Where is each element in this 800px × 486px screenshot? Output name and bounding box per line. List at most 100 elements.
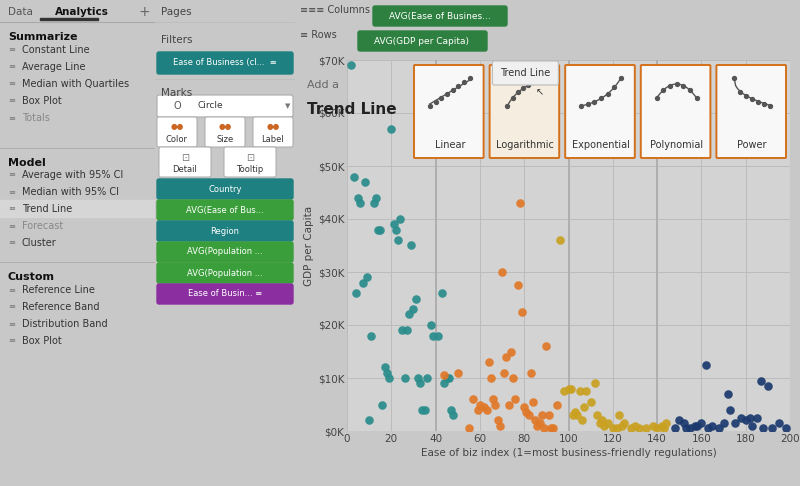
Point: [385, 125, 398, 133]
Point: [679, 424, 692, 432]
Text: Polynomial: Polynomial: [650, 140, 703, 150]
Text: Reference Line: Reference Line: [22, 285, 95, 295]
Point: [502, 400, 515, 408]
Text: Trend Line: Trend Line: [307, 102, 397, 117]
Point: [580, 387, 593, 395]
Point: [624, 424, 637, 432]
Text: ⊡: ⊡: [181, 153, 189, 163]
Point: [445, 406, 458, 414]
Point: [734, 88, 746, 96]
Text: ≡: ≡: [8, 285, 15, 295]
Point: [390, 226, 402, 233]
FancyBboxPatch shape: [157, 263, 293, 283]
Point: [578, 403, 590, 411]
Point: [728, 74, 741, 82]
Point: [520, 409, 533, 417]
Text: Filters: Filters: [161, 35, 193, 45]
Text: ↖: ↖: [535, 87, 543, 97]
Point: [345, 61, 358, 69]
Point: [382, 374, 395, 382]
FancyBboxPatch shape: [565, 65, 635, 158]
Text: Circle: Circle: [197, 102, 222, 110]
Text: Detail: Detail: [173, 164, 198, 174]
Point: [758, 100, 770, 108]
Point: [584, 398, 597, 406]
Point: [615, 422, 628, 430]
Point: [376, 400, 389, 408]
Point: [752, 98, 765, 105]
Text: O: O: [173, 101, 181, 111]
Point: [467, 395, 480, 403]
Text: Totals: Totals: [22, 113, 50, 123]
Point: [378, 364, 391, 371]
Text: ≡: ≡: [8, 222, 15, 230]
Point: [531, 422, 544, 430]
Text: Trend Line: Trend Line: [500, 68, 550, 78]
Point: [370, 194, 382, 202]
FancyBboxPatch shape: [414, 65, 483, 158]
Text: Pages: Pages: [161, 7, 192, 17]
Text: Box Plot: Box Plot: [22, 336, 62, 346]
Point: [498, 369, 510, 377]
Point: [684, 424, 697, 432]
Point: [532, 76, 545, 84]
FancyBboxPatch shape: [224, 147, 276, 177]
Text: Average Line: Average Line: [22, 62, 86, 72]
Point: [425, 321, 438, 329]
Point: [594, 95, 607, 103]
Point: [566, 411, 579, 419]
Point: [673, 417, 686, 424]
FancyBboxPatch shape: [159, 147, 211, 177]
Point: [558, 387, 570, 395]
Point: [517, 84, 530, 92]
Point: [717, 419, 730, 427]
Point: [574, 102, 587, 110]
Point: [514, 199, 526, 207]
Text: Median with Quartiles: Median with Quartiles: [22, 79, 129, 89]
Point: [633, 424, 646, 432]
Point: [442, 374, 455, 382]
Point: [764, 102, 777, 110]
Point: [505, 347, 518, 355]
Point: [496, 268, 509, 276]
Point: [542, 411, 555, 419]
Point: [535, 411, 548, 419]
Point: [367, 199, 380, 207]
Point: [431, 332, 444, 340]
Point: [683, 87, 696, 94]
Text: Average with 95% CI: Average with 95% CI: [22, 170, 123, 180]
Point: [699, 361, 712, 369]
Text: Ease of Busin... ≡: Ease of Busin... ≡: [188, 290, 262, 298]
Point: [551, 400, 564, 408]
Point: [418, 406, 431, 414]
Point: [452, 82, 465, 90]
Text: ≡: ≡: [8, 171, 15, 179]
FancyBboxPatch shape: [717, 65, 786, 158]
Point: [690, 94, 703, 102]
Text: Cluster: Cluster: [22, 238, 57, 248]
Point: [515, 308, 528, 315]
Point: [554, 236, 566, 244]
Point: [511, 281, 524, 289]
Point: [416, 406, 429, 414]
Point: [354, 199, 366, 207]
Y-axis label: GDP per Capita: GDP per Capita: [303, 206, 314, 286]
Point: [372, 226, 385, 233]
Point: [646, 422, 659, 430]
Point: [446, 86, 459, 94]
Point: [485, 374, 498, 382]
Point: [544, 424, 557, 432]
Point: [526, 78, 539, 86]
Text: Label: Label: [262, 135, 284, 143]
Point: [350, 289, 362, 297]
Point: [582, 101, 594, 108]
Point: [506, 374, 519, 382]
FancyBboxPatch shape: [373, 6, 507, 26]
Point: [526, 398, 539, 406]
Text: Color: Color: [166, 135, 188, 143]
FancyBboxPatch shape: [490, 65, 559, 158]
FancyBboxPatch shape: [157, 200, 293, 220]
FancyBboxPatch shape: [205, 117, 245, 147]
Text: AVG(Population ...: AVG(Population ...: [187, 247, 263, 257]
Text: Linear: Linear: [434, 140, 465, 150]
